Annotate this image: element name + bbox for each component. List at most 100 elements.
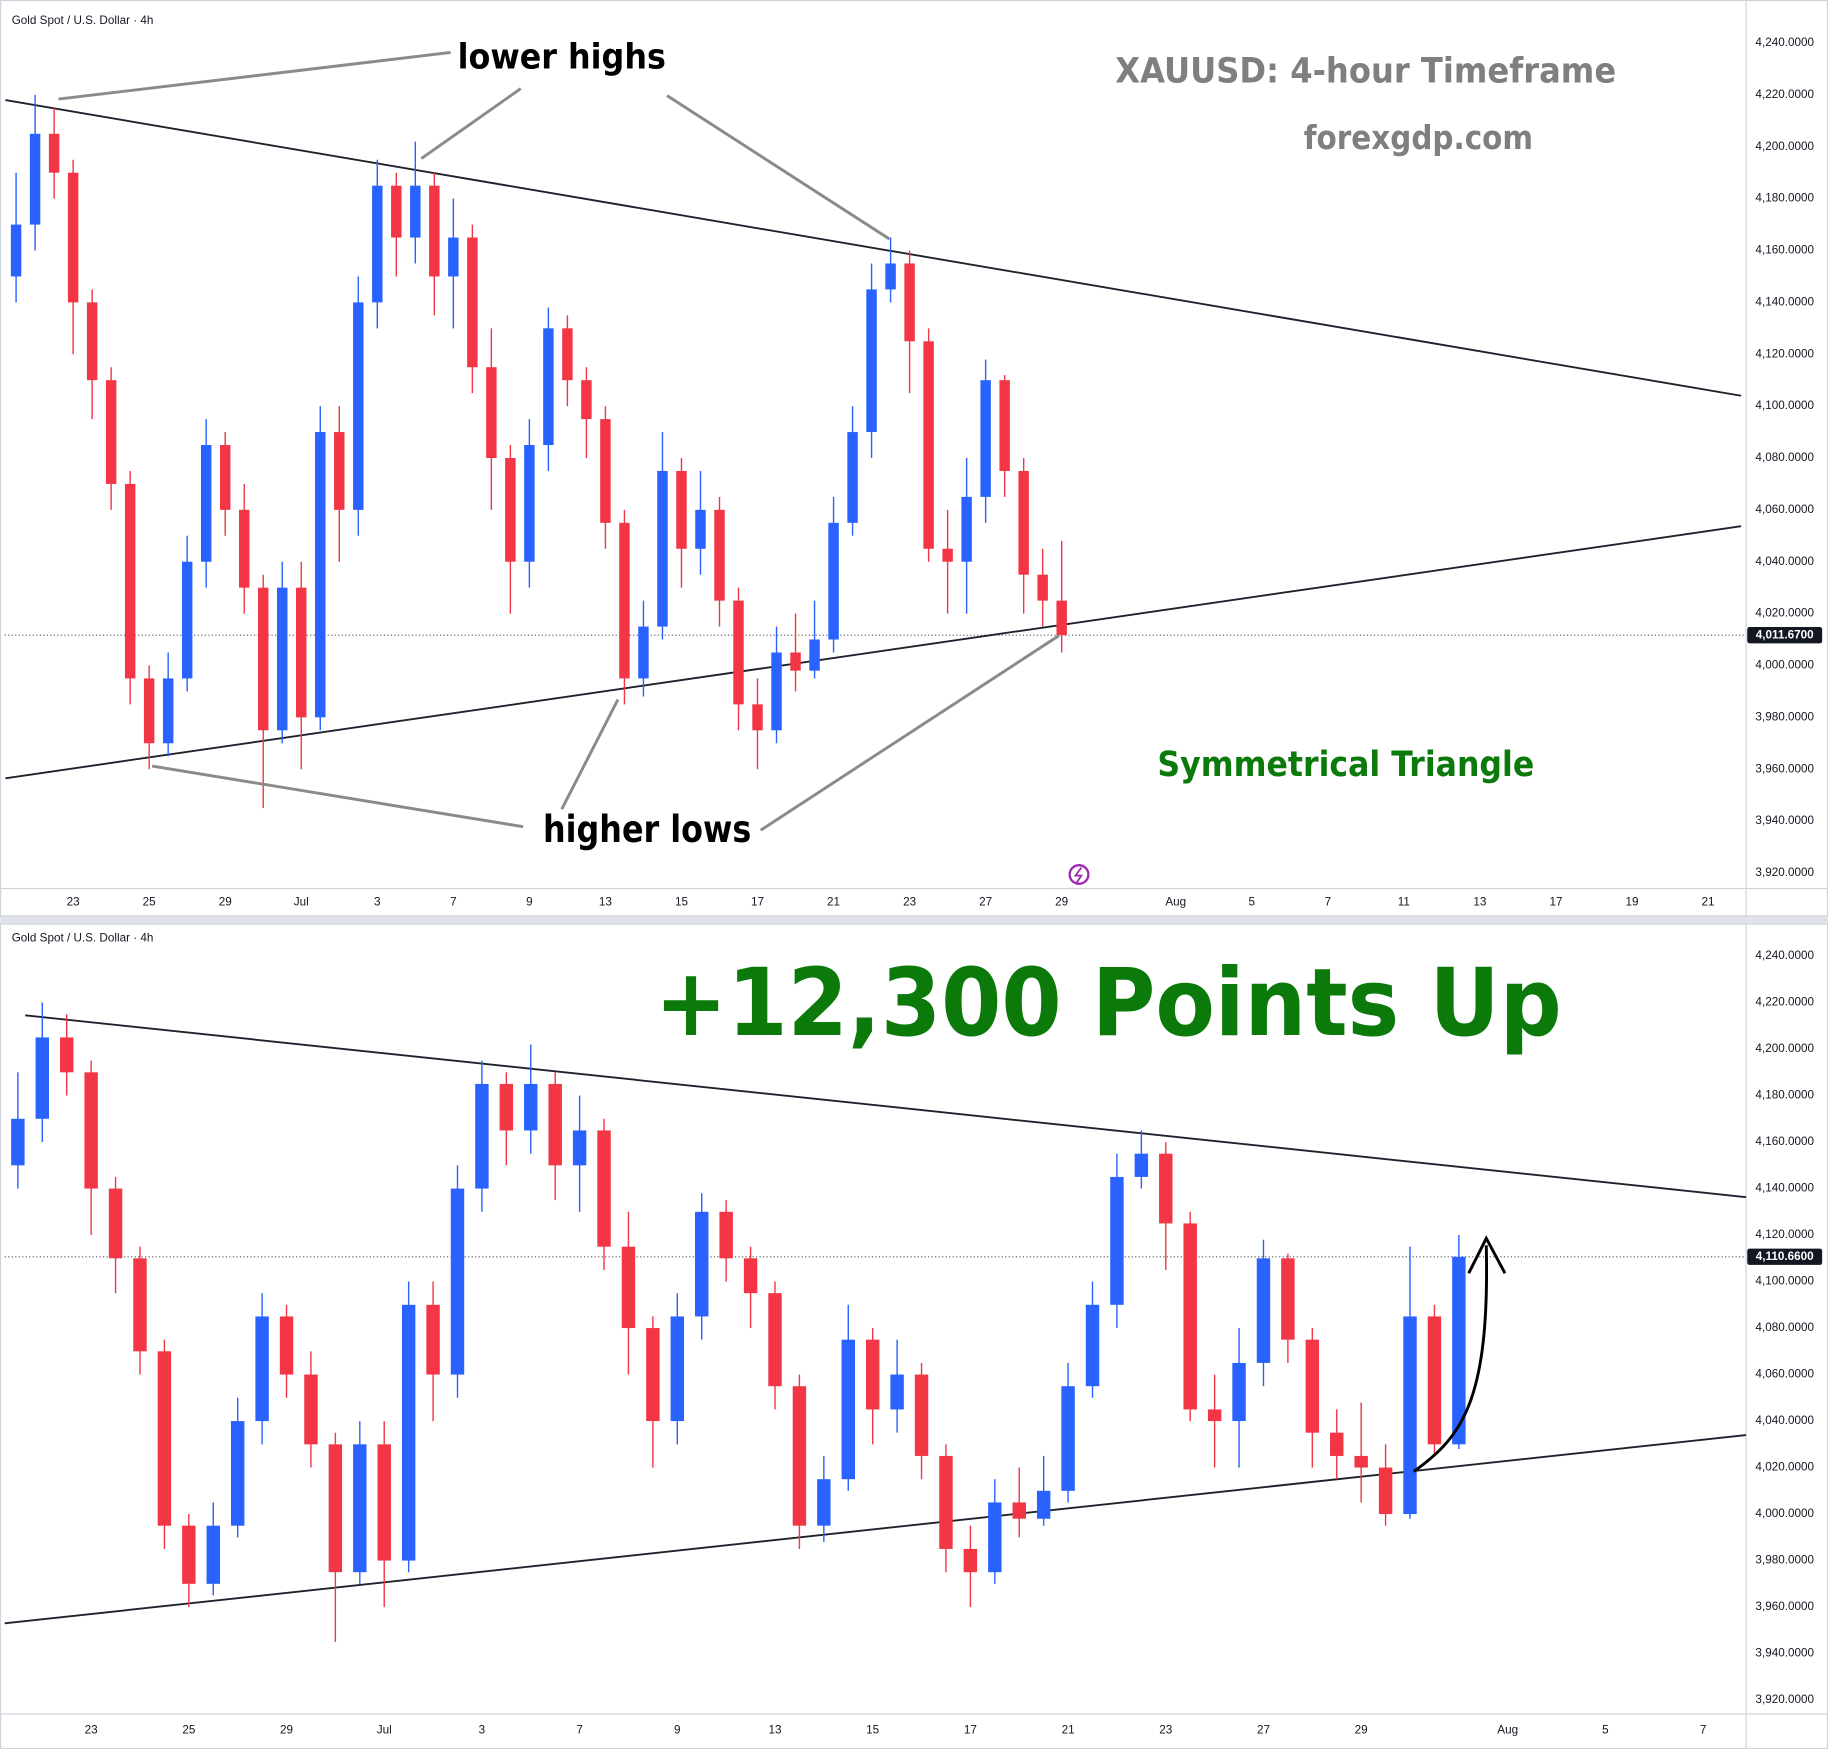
candle-body (543, 328, 554, 446)
x-tick-label: Aug (1165, 896, 1186, 909)
symbol-header: Gold Spot / U.S. Dollar · 4h (12, 14, 154, 27)
candle-body (828, 522, 839, 640)
candle-body (1159, 1153, 1173, 1224)
candle-body (961, 496, 972, 562)
candle-body (328, 1444, 343, 1573)
y-tick-label: 4,200.0000 (1755, 1042, 1814, 1055)
x-tick-label: 7 (450, 896, 457, 909)
candle-body (1110, 1176, 1124, 1305)
x-tick-label: 29 (219, 896, 232, 909)
candle-body (581, 380, 592, 420)
candle-body (486, 367, 497, 458)
y-tick-label: 4,060.0000 (1755, 1368, 1814, 1381)
pointer-line (560, 698, 620, 810)
candle-body (108, 1188, 123, 1259)
annotation: lower highs (458, 36, 666, 77)
candle-body (499, 1083, 514, 1131)
x-tick-label: Aug (1497, 1723, 1518, 1736)
candle-body (426, 1304, 440, 1375)
pointer-line (759, 634, 1060, 832)
pointer-line (151, 764, 524, 829)
candle-body (1354, 1455, 1368, 1468)
x-tick-label: 7 (1700, 1723, 1707, 1736)
candle-body (258, 587, 269, 731)
x-tick-label: 7 (1325, 896, 1332, 909)
trendline (5, 525, 1742, 780)
x-tick-label: 5 (1249, 896, 1256, 909)
x-tick-label: 15 (675, 896, 688, 909)
chart-title: XAUUSD: 4-hour Timeframe (1115, 50, 1616, 91)
candle-body (1085, 1304, 1100, 1387)
candle-body (334, 432, 345, 510)
candle-body (1056, 600, 1067, 636)
candle-body (866, 289, 877, 433)
y-tick-label: 4,000.0000 (1755, 1507, 1814, 1520)
candle-body (200, 445, 212, 562)
candle-body (597, 1130, 611, 1247)
x-tick-label: 5 (1602, 1723, 1609, 1736)
candle-body (963, 1548, 978, 1573)
x-tick-label: 27 (979, 896, 992, 909)
candle-body (475, 1083, 489, 1189)
candle-body (790, 652, 801, 671)
y-tick-label: 4,180.0000 (1755, 192, 1814, 205)
candle-body (60, 1037, 74, 1073)
x-tick-label: 9 (674, 1723, 681, 1736)
x-tick-label: 3 (374, 896, 381, 909)
x-tick-label: 11 (1398, 896, 1410, 909)
x-tick-label: 25 (182, 1723, 195, 1736)
candle-body (353, 1444, 367, 1573)
candle-body (847, 432, 858, 523)
x-tick-label: 25 (143, 896, 156, 909)
trendline (4, 1434, 1747, 1625)
candle-body (885, 263, 896, 290)
x-tick-label: 17 (1549, 896, 1562, 909)
y-tick-label: 4,220.0000 (1755, 996, 1814, 1009)
candle-body (1232, 1362, 1246, 1422)
candle-body (695, 1211, 709, 1317)
y-tick-label: 4,080.0000 (1755, 1321, 1814, 1334)
y-tick-label: 4,120.0000 (1755, 347, 1814, 360)
candle-body (353, 302, 364, 510)
pointer-line (666, 94, 891, 241)
candle-body (67, 172, 79, 303)
candle-body (714, 509, 725, 601)
candle-body (133, 1258, 147, 1352)
x-tick-label: 7 (576, 1723, 583, 1736)
x-tick-label: 27 (1257, 1723, 1270, 1736)
last-price-label: 4,110.6600 (1756, 1250, 1814, 1263)
y-tick-label: 4,000.0000 (1755, 659, 1814, 672)
candle-body (980, 380, 991, 497)
candle-body (923, 341, 934, 549)
candle-body (1256, 1258, 1271, 1363)
candle-body (391, 185, 402, 238)
event-icon (1068, 864, 1090, 885)
y-tick-label: 4,100.0000 (1755, 1275, 1814, 1288)
x-tick-label: 3 (479, 1723, 486, 1736)
candle-body (524, 1083, 538, 1131)
candle-body (695, 509, 706, 549)
candle-body (182, 1525, 196, 1584)
chart-subtitle: forexgdp.com (1304, 119, 1533, 157)
candle-body (48, 133, 60, 173)
y-tick-label: 4,020.0000 (1755, 1461, 1814, 1474)
pointer-line (58, 51, 451, 101)
candle-body (988, 1502, 1002, 1573)
x-tick-label: 29 (1355, 1723, 1368, 1736)
candle-body (410, 185, 421, 238)
x-tick-label: 21 (1702, 896, 1715, 909)
candle-body (809, 639, 820, 671)
candle-body (1036, 1490, 1051, 1519)
candle-body (10, 224, 22, 277)
x-tick-label: 23 (1159, 1723, 1172, 1736)
candle-body (467, 237, 478, 368)
x-tick-label: 15 (866, 1723, 879, 1736)
candle-body (219, 445, 231, 510)
candle-body (657, 470, 668, 627)
y-tick-label: 4,120.0000 (1755, 1228, 1814, 1241)
x-tick-label: 21 (827, 896, 840, 909)
candle-body (277, 587, 288, 731)
candle-body (1427, 1316, 1442, 1445)
